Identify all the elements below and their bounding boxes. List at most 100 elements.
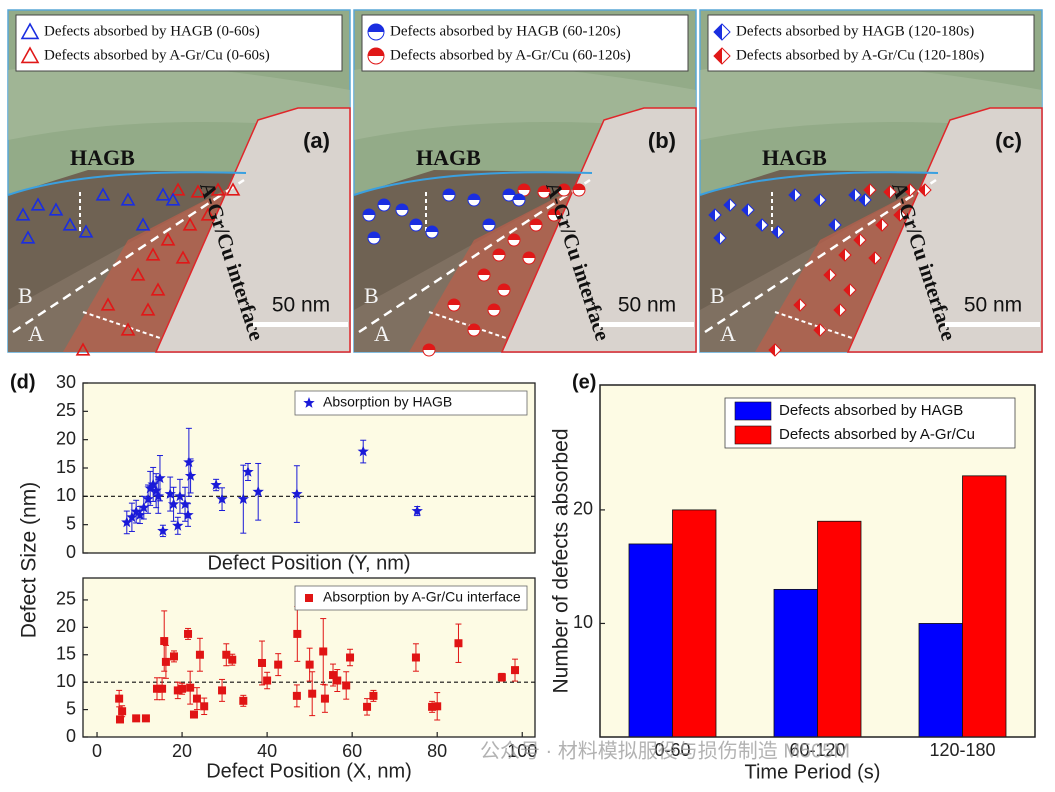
dashed-line (704, 178, 937, 334)
defect-marker (175, 250, 191, 264)
defect-marker (513, 194, 525, 200)
defect-marker (742, 204, 748, 216)
region-label: A (374, 321, 390, 346)
data-point (411, 505, 423, 516)
defect-marker (478, 269, 490, 275)
y-tick-label: 5 (66, 698, 76, 718)
scale-bar (945, 322, 1040, 327)
data-point (134, 509, 146, 520)
defect-marker (468, 324, 480, 330)
legend-label: Defects absorbed by A-Gr/Cu (0-60s) (44, 47, 270, 63)
data-point (258, 658, 267, 667)
defect-marker (518, 184, 530, 190)
defect-marker (498, 284, 510, 290)
data-point (178, 684, 187, 693)
frame (599, 384, 1036, 738)
data-point (242, 466, 254, 477)
legend-box (361, 14, 689, 72)
defect-marker (145, 247, 161, 261)
defect-marker (120, 322, 136, 336)
data-point (308, 689, 317, 698)
defect-marker (919, 184, 925, 196)
defect-marker (769, 344, 775, 356)
y-tick-label: 0 (66, 726, 76, 746)
data-point (454, 639, 463, 648)
y-tick-label: 25 (56, 589, 76, 609)
defect-marker (130, 267, 146, 281)
data-point (252, 485, 264, 497)
data-point (305, 660, 314, 669)
panel-label: (e) (572, 371, 596, 393)
defect-marker (523, 252, 535, 258)
data-point (169, 652, 178, 661)
defect-marker (864, 184, 870, 196)
y-tick-label: 20 (573, 499, 593, 519)
defect-marker (854, 234, 860, 246)
defect-marker (190, 184, 206, 198)
defect-marker (95, 187, 111, 201)
defect-marker (834, 304, 840, 316)
defect-marker (714, 24, 722, 40)
legend-box (707, 14, 1035, 72)
data-point (132, 714, 141, 723)
legend-label: Absorption by HAGB (323, 394, 452, 410)
defect-marker (839, 249, 845, 261)
defect-marker (182, 217, 198, 231)
data-point (319, 647, 328, 656)
data-point (115, 715, 124, 724)
data-point (160, 637, 169, 646)
data-point (152, 490, 164, 502)
watermark: 公众号 · 材料模拟服役与损伤制造 M505M (480, 739, 850, 762)
defect-marker (814, 194, 820, 206)
defect-marker (859, 194, 865, 206)
defect-marker (20, 22, 40, 40)
y-tick-label: 30 (56, 372, 76, 392)
micrograph-panel: Defects absorbed by HAGB (60-120s) Defect… (353, 9, 697, 357)
bar (672, 509, 717, 738)
bar (962, 475, 1007, 738)
y-tick-label: 20 (56, 428, 76, 448)
x-tick-label: 120-180 (929, 740, 995, 760)
defect-marker (100, 297, 116, 311)
dashed-line (358, 178, 591, 334)
y-tick-label: 15 (56, 457, 76, 477)
data-point (291, 488, 303, 499)
data-point (333, 676, 342, 685)
data-point (157, 524, 169, 536)
data-point (192, 694, 201, 703)
legend-swatch (734, 425, 772, 445)
y-axis-label: Number of defects absorbed (550, 429, 573, 694)
data-point (357, 445, 369, 457)
defect-marker (120, 192, 136, 206)
interface-region (154, 107, 351, 353)
defect-marker (849, 189, 855, 201)
x-axis-label: Defect Position (X, nm) (206, 760, 412, 782)
defect-marker (538, 186, 550, 192)
data-point (342, 681, 351, 690)
defect-marker (714, 48, 722, 64)
legend-box (294, 390, 528, 416)
x-tick-label: 20 (172, 741, 192, 761)
panel-label: (c) (995, 128, 1022, 153)
data-point (115, 694, 124, 703)
micrograph-panel: Defects absorbed by HAGB (120-180s) Defec… (699, 9, 1043, 357)
panel-label: (a) (303, 128, 330, 153)
defect-marker (62, 217, 78, 231)
defect-marker (30, 197, 46, 211)
x-tick-label: 0 (92, 741, 102, 761)
y-tick-label: 10 (56, 671, 76, 691)
bar (628, 543, 673, 738)
defect-marker (20, 230, 36, 244)
defect-marker (483, 219, 495, 225)
bar (918, 623, 963, 738)
defect-marker (170, 182, 186, 196)
legend-label: Defects absorbed by HAGB (120-180s) (736, 23, 974, 39)
defect-marker (423, 344, 435, 350)
x-tick-label: 80 (427, 741, 447, 761)
defect-marker (160, 232, 176, 246)
data-point (182, 509, 194, 520)
data-point (511, 666, 520, 675)
defect-marker (165, 192, 181, 206)
data-point (293, 629, 302, 638)
hagb-label: HAGB (70, 145, 135, 170)
